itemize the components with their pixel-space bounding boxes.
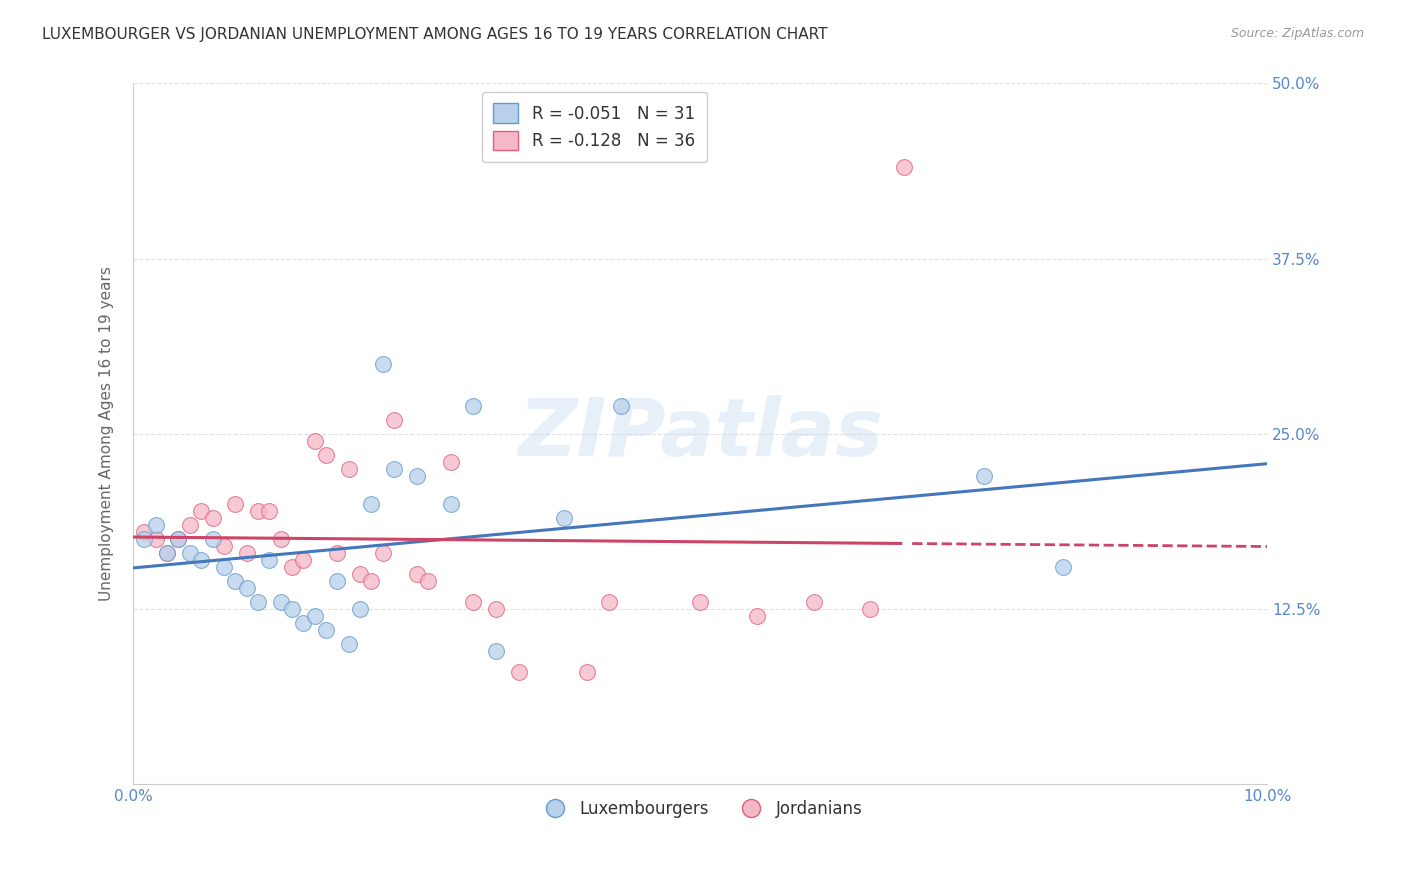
Point: [360, 574, 382, 588]
Point: [405, 566, 427, 581]
Point: [281, 559, 304, 574]
Point: [371, 546, 394, 560]
Point: [281, 601, 304, 615]
Point: [270, 532, 292, 546]
Point: [235, 581, 257, 595]
Point: [382, 412, 405, 426]
Point: [463, 399, 485, 413]
Point: [224, 574, 246, 588]
Point: [270, 595, 292, 609]
Point: [315, 448, 337, 462]
Point: [859, 601, 882, 615]
Point: [508, 665, 530, 679]
Point: [463, 595, 485, 609]
Point: [292, 552, 315, 566]
Point: [893, 161, 915, 175]
Point: [145, 517, 167, 532]
Point: [179, 546, 201, 560]
Point: [145, 532, 167, 546]
Point: [246, 595, 269, 609]
Point: [304, 434, 326, 448]
Point: [156, 546, 179, 560]
Point: [973, 468, 995, 483]
Point: [598, 595, 620, 609]
Text: LUXEMBOURGER VS JORDANIAN UNEMPLOYMENT AMONG AGES 16 TO 19 YEARS CORRELATION CHA: LUXEMBOURGER VS JORDANIAN UNEMPLOYMENT A…: [42, 27, 828, 42]
Point: [212, 539, 235, 553]
Point: [485, 601, 508, 615]
Point: [292, 615, 315, 630]
Point: [440, 454, 463, 468]
Point: [553, 510, 575, 524]
Point: [190, 503, 212, 517]
Point: [689, 595, 711, 609]
Point: [416, 574, 439, 588]
Point: [326, 574, 349, 588]
Point: [134, 524, 156, 539]
Point: [134, 532, 156, 546]
Legend: Luxembourgers, Jordanians: Luxembourgers, Jordanians: [531, 793, 869, 824]
Point: [337, 637, 360, 651]
Point: [371, 357, 394, 371]
Point: [575, 665, 598, 679]
Point: [440, 497, 463, 511]
Point: [349, 566, 371, 581]
Point: [382, 461, 405, 475]
Text: ZIPatlas: ZIPatlas: [517, 394, 883, 473]
Y-axis label: Unemployment Among Ages 16 to 19 years: Unemployment Among Ages 16 to 19 years: [100, 266, 114, 601]
Point: [610, 399, 633, 413]
Point: [315, 623, 337, 637]
Point: [167, 532, 190, 546]
Point: [360, 497, 382, 511]
Point: [167, 532, 190, 546]
Point: [201, 532, 224, 546]
Text: Source: ZipAtlas.com: Source: ZipAtlas.com: [1230, 27, 1364, 40]
Point: [337, 461, 360, 475]
Point: [156, 546, 179, 560]
Point: [246, 503, 269, 517]
Point: [485, 643, 508, 657]
Point: [212, 559, 235, 574]
Point: [745, 608, 768, 623]
Point: [201, 510, 224, 524]
Point: [257, 503, 280, 517]
Point: [1052, 559, 1074, 574]
Point: [235, 546, 257, 560]
Point: [326, 546, 349, 560]
Point: [803, 595, 825, 609]
Point: [304, 608, 326, 623]
Point: [405, 468, 427, 483]
Point: [257, 552, 280, 566]
Point: [179, 517, 201, 532]
Point: [349, 601, 371, 615]
Point: [190, 552, 212, 566]
Point: [224, 497, 246, 511]
